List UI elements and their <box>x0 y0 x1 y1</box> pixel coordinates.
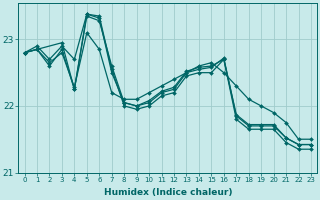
X-axis label: Humidex (Indice chaleur): Humidex (Indice chaleur) <box>104 188 232 197</box>
